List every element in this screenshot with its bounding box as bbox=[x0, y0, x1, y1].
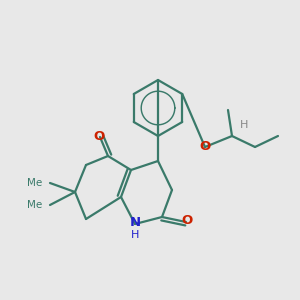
Text: O: O bbox=[93, 130, 105, 142]
Text: N: N bbox=[129, 217, 141, 230]
Text: O: O bbox=[200, 140, 211, 154]
Text: Me: Me bbox=[27, 200, 42, 210]
Text: H: H bbox=[240, 120, 248, 130]
Text: O: O bbox=[182, 214, 193, 227]
Text: H: H bbox=[131, 230, 139, 240]
Text: Me: Me bbox=[27, 178, 42, 188]
